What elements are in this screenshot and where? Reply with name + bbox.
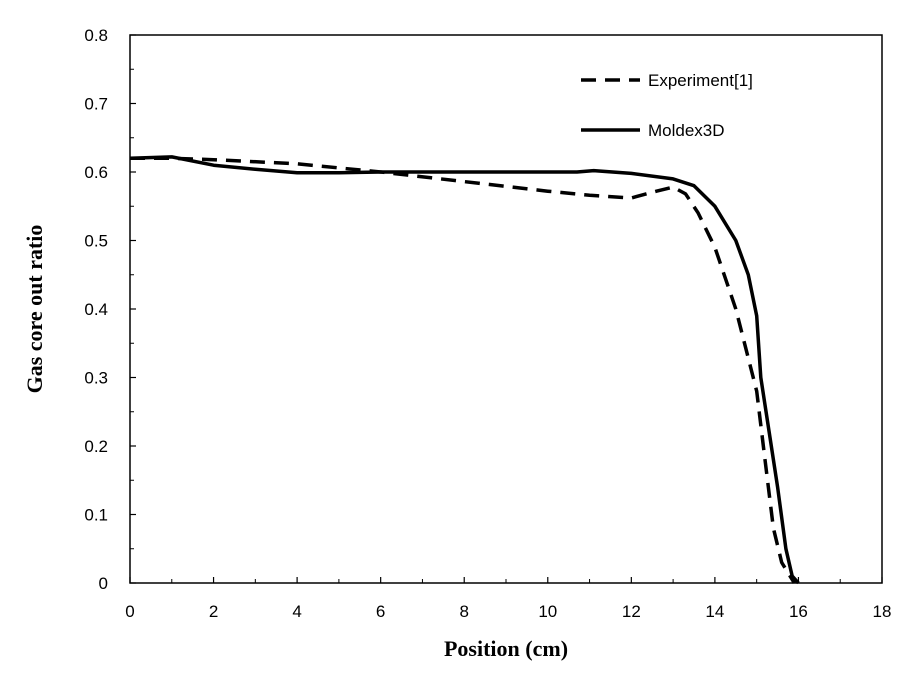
y-tick-label: 0 <box>99 574 108 593</box>
y-tick-label: 0.7 <box>84 95 108 114</box>
x-tick-label: 10 <box>538 602 557 621</box>
x-tick-label: 8 <box>459 602 468 621</box>
x-tick-label: 2 <box>209 602 218 621</box>
y-axis-title: Gas core out ratio <box>22 225 47 394</box>
y-tick-label: 0.6 <box>84 163 108 182</box>
legend: Experiment[1] Moldex3D <box>581 71 753 140</box>
x-tick-label: 4 <box>292 602 301 621</box>
series-line-moldex3d <box>129 155 800 585</box>
y-tick-label: 0.1 <box>84 506 108 525</box>
x-axis-title: Position (cm) <box>444 636 568 661</box>
x-tick-label: 12 <box>622 602 641 621</box>
x-tick-label: 16 <box>789 602 808 621</box>
x-tick-label: 18 <box>873 602 892 621</box>
x-tick-label: 0 <box>125 602 134 621</box>
y-tick-label: 0.8 <box>84 26 108 45</box>
y-tick-label: 0.2 <box>84 437 108 456</box>
y-axis: 0 0.1 0.2 0.3 0.4 0.5 0.6 0.7 0.8 <box>84 26 136 593</box>
y-tick-label: 0.3 <box>84 369 108 388</box>
y-tick-label: 0.4 <box>84 300 108 319</box>
legend-label-moldex3d: Moldex3D <box>648 121 725 140</box>
plot-area-frame <box>129 34 883 584</box>
series-layer <box>129 155 800 585</box>
x-tick-label: 6 <box>376 602 385 621</box>
legend-label-experiment: Experiment[1] <box>648 71 753 90</box>
x-axis: 0 2 4 6 8 10 12 14 16 18 <box>125 577 891 621</box>
series-line-experiment-1 <box>130 156 796 584</box>
x-tick-label: 14 <box>705 602 724 621</box>
y-tick-label: 0.5 <box>84 232 108 251</box>
